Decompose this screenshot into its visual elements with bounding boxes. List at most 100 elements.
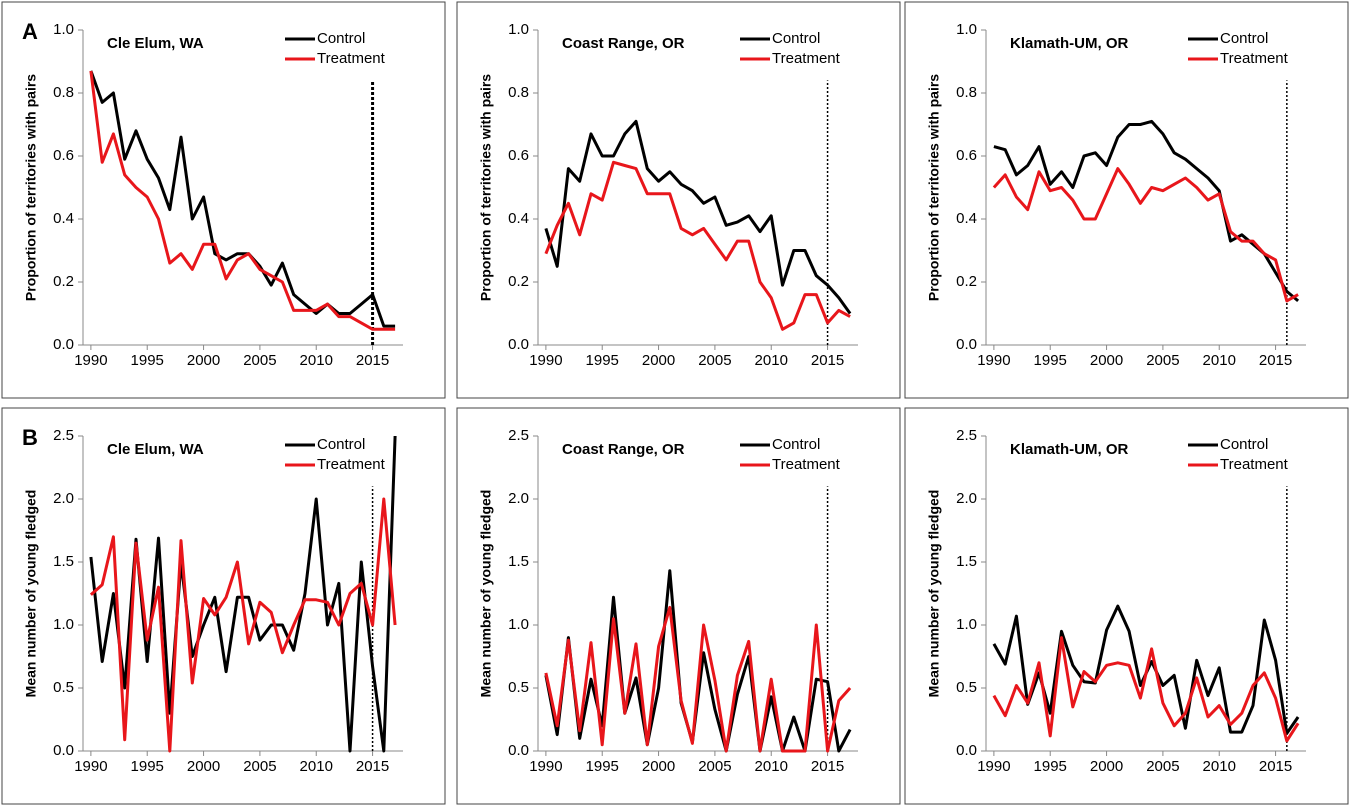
x-tick-label: 2005 — [1146, 352, 1179, 369]
legend-label: Treatment — [1220, 456, 1289, 473]
y-tick-label: 2.5 — [956, 427, 977, 444]
panel-title: Cle Elum, WA — [107, 35, 204, 52]
panel-frame — [904, 1, 1349, 399]
x-tick-label: 2000 — [1090, 758, 1123, 775]
y-tick-label: 0.4 — [53, 210, 74, 227]
y-tick-label: 0.5 — [508, 679, 529, 696]
x-tick-label: 2015 — [1259, 352, 1292, 369]
panel: 0.0 0.5 1.0 1.5 2.0 2.5 1990 1995 2000 2005 2010 20… — [1, 407, 446, 805]
y-axis-label: Mean number of young fledged — [926, 490, 942, 698]
y-tick-label: 1.5 — [956, 553, 977, 570]
y-tick-label: 0.4 — [508, 210, 529, 227]
legend-label: Control — [1220, 436, 1268, 453]
data-line — [992, 636, 1300, 743]
x-tick-label: 2015 — [1259, 758, 1292, 775]
legend-label: Control — [317, 436, 365, 453]
panel-title: Cle Elum, WA — [107, 441, 204, 458]
panel-title: Klamath-UM, OR — [1010, 35, 1129, 52]
y-tick-label: 0.4 — [956, 210, 977, 227]
data-line — [992, 167, 1299, 303]
y-tick-label: 0.0 — [53, 742, 74, 759]
legend-label: Treatment — [317, 50, 386, 67]
x-tick-label: 2000 — [187, 352, 220, 369]
y-tick-label: 1.0 — [53, 616, 74, 633]
y-tick-label: 0.6 — [508, 147, 529, 164]
y-tick-label: 1.5 — [53, 553, 74, 570]
y-axis-label: Proportion of territories with pairs — [23, 74, 39, 301]
legend-label: Treatment — [772, 456, 841, 473]
y-tick-label: 0.8 — [508, 84, 529, 101]
panel-label: B — [22, 425, 38, 450]
x-tick-label: 2010 — [300, 758, 333, 775]
panel-title: Coast Range, OR — [562, 35, 685, 52]
x-tick-label: 2005 — [243, 758, 276, 775]
y-tick-label: 0.2 — [956, 273, 977, 290]
panel-title: Coast Range, OR — [562, 441, 685, 458]
x-tick-label: 2000 — [642, 758, 675, 775]
x-tick-label: 1995 — [586, 352, 619, 369]
y-tick-label: 2.5 — [53, 427, 74, 444]
x-tick-label: 2015 — [356, 758, 389, 775]
x-tick-label: 2005 — [698, 352, 731, 369]
data-line — [544, 160, 851, 331]
legend-label: Treatment — [317, 456, 386, 473]
y-axis-label: Mean number of young fledged — [23, 490, 39, 698]
y-tick-label: 2.5 — [508, 427, 529, 444]
panel-frame — [456, 407, 901, 805]
data-line — [89, 70, 396, 331]
data-line — [89, 497, 397, 753]
x-tick-label: 2010 — [1203, 758, 1236, 775]
panel: 0.0 0.5 1.0 1.5 2.0 2.5 1990 1995 2000 2005 2010 20… — [904, 407, 1349, 805]
panel-frame — [456, 1, 901, 399]
x-tick-label: 1995 — [1034, 758, 1067, 775]
x-tick-label: 1995 — [1034, 352, 1067, 369]
y-tick-label: 0.6 — [956, 147, 977, 164]
x-tick-label: 1995 — [586, 758, 619, 775]
x-tick-label: 2000 — [187, 758, 220, 775]
legend-label: Control — [1220, 30, 1268, 47]
y-tick-label: 1.0 — [53, 21, 74, 38]
x-tick-label: 2005 — [243, 352, 276, 369]
data-line — [993, 119, 1300, 303]
data-line — [544, 605, 852, 753]
x-tick-label: 2005 — [1146, 758, 1179, 775]
data-line — [544, 119, 852, 315]
x-tick-label: 1990 — [74, 758, 107, 775]
x-tick-label: 1990 — [977, 758, 1010, 775]
x-tick-label: 2000 — [1090, 352, 1123, 369]
x-tick-label: 1990 — [529, 352, 562, 369]
x-tick-label: 2000 — [642, 352, 675, 369]
y-tick-label: 1.5 — [508, 553, 529, 570]
y-tick-label: 2.0 — [53, 490, 74, 507]
panel: 0.0 0.2 0.4 0.6 0.8 1.0 1990 1995 2000 2005 2010 20… — [456, 1, 901, 399]
x-tick-label: 2015 — [356, 352, 389, 369]
y-tick-label: 0.5 — [53, 679, 74, 696]
legend-label: Control — [317, 30, 365, 47]
y-tick-label: 0.5 — [956, 679, 977, 696]
x-tick-label: 1995 — [131, 758, 164, 775]
y-tick-label: 0.0 — [508, 742, 529, 759]
y-tick-label: 0.2 — [508, 273, 529, 290]
y-tick-label: 1.0 — [508, 21, 529, 38]
panel-frame — [904, 407, 1349, 805]
y-tick-label: 1.0 — [508, 616, 529, 633]
x-tick-label: 2010 — [755, 758, 788, 775]
y-tick-label: 0.0 — [508, 336, 529, 353]
panel-label: A — [22, 19, 38, 44]
panel: 0.0 0.2 0.4 0.6 0.8 1.0 1990 1995 2000 2005 2010 20… — [1, 1, 446, 399]
x-tick-label: 2015 — [811, 352, 844, 369]
y-axis-label: Mean number of young fledged — [478, 490, 494, 698]
y-axis-label: Proportion of territories with pairs — [926, 74, 942, 301]
y-tick-label: 2.0 — [508, 490, 529, 507]
y-tick-label: 1.0 — [956, 616, 977, 633]
x-tick-label: 2005 — [698, 758, 731, 775]
y-tick-label: 0.0 — [956, 742, 977, 759]
legend-label: Treatment — [1220, 50, 1289, 67]
panel-title: Klamath-UM, OR — [1010, 441, 1129, 458]
y-tick-label: 2.0 — [956, 490, 977, 507]
x-tick-label: 2010 — [300, 352, 333, 369]
data-line — [89, 70, 396, 328]
y-tick-label: 0.8 — [53, 84, 74, 101]
y-tick-label: 0.0 — [53, 336, 74, 353]
